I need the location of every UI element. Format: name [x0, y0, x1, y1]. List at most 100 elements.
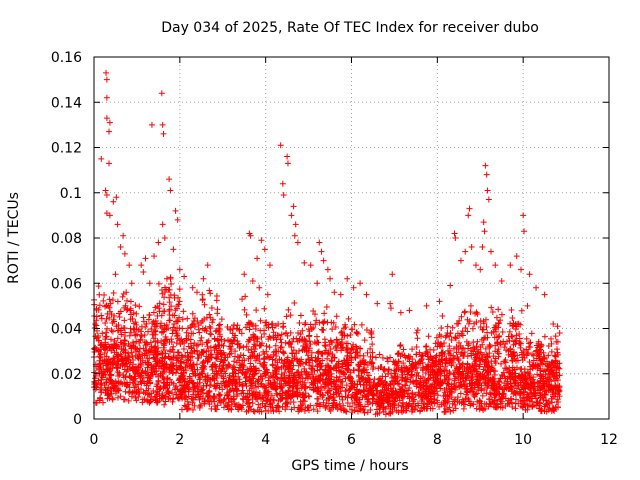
data-point [280, 360, 287, 367]
data-point [166, 317, 173, 324]
data-point [256, 284, 263, 291]
data-point [226, 343, 233, 350]
data-point [109, 396, 116, 403]
data-point [338, 368, 345, 375]
data-point [377, 375, 384, 382]
data-point [491, 371, 498, 378]
data-point [169, 389, 176, 396]
data-point [268, 321, 275, 328]
data-point [423, 385, 430, 392]
data-point [472, 262, 479, 269]
data-point [274, 402, 281, 409]
data-point [221, 337, 228, 344]
data-point [359, 375, 366, 382]
data-point [181, 369, 188, 376]
data-point [109, 365, 116, 372]
data-point [554, 346, 561, 353]
data-point [258, 237, 265, 244]
data-point [272, 322, 279, 329]
data-point [302, 385, 309, 392]
data-point [316, 239, 323, 246]
data-point [199, 370, 206, 377]
data-point [477, 266, 484, 273]
data-point [520, 351, 527, 358]
data-point [478, 400, 485, 407]
data-point [439, 359, 446, 366]
data-point [253, 307, 260, 314]
data-point [128, 329, 135, 336]
data-point [460, 345, 467, 352]
data-point [483, 324, 490, 331]
data-point [448, 362, 455, 369]
data-point [117, 393, 124, 400]
data-point [375, 401, 382, 408]
data-point [518, 307, 525, 314]
data-point [189, 406, 196, 413]
data-point [292, 372, 299, 379]
data-point [458, 313, 465, 320]
data-point [495, 403, 502, 410]
data-point [150, 309, 157, 316]
x-tick-label: 10 [514, 432, 532, 448]
data-point [509, 333, 516, 340]
data-point [341, 371, 348, 378]
data-point [98, 312, 105, 319]
data-point [554, 364, 561, 371]
data-point [110, 379, 117, 386]
data-point [103, 315, 110, 322]
data-point [537, 394, 544, 401]
data-point [530, 385, 537, 392]
data-point [224, 324, 231, 331]
data-point [121, 396, 128, 403]
data-point [471, 320, 478, 327]
data-point [237, 403, 244, 410]
data-point [234, 322, 241, 329]
data-point [530, 357, 537, 364]
data-point [431, 362, 438, 369]
data-point [254, 255, 261, 262]
data-point [532, 390, 539, 397]
data-point [330, 391, 337, 398]
data-point [189, 399, 196, 406]
data-point [137, 328, 144, 335]
data-point [451, 355, 458, 362]
data-point [151, 253, 158, 260]
data-point [457, 363, 464, 370]
data-point [413, 344, 420, 351]
data-point [507, 346, 514, 353]
data-point [185, 379, 192, 386]
data-point [135, 393, 142, 400]
data-point [338, 393, 345, 400]
data-point [297, 331, 304, 338]
data-point [203, 314, 210, 321]
data-point [391, 398, 398, 405]
data-point [523, 346, 530, 353]
data-point [455, 320, 462, 327]
data-point [174, 325, 181, 332]
data-point [215, 342, 222, 349]
data-point [114, 394, 121, 401]
data-point [110, 355, 117, 362]
data-point [291, 299, 298, 306]
data-point [429, 366, 436, 373]
data-point [361, 337, 368, 344]
data-point [486, 341, 493, 348]
data-point [138, 379, 145, 386]
data-point [296, 336, 303, 343]
data-point [488, 391, 495, 398]
data-point [169, 359, 176, 366]
data-point [203, 328, 210, 335]
data-point [501, 358, 508, 365]
data-point [474, 384, 481, 391]
data-point [103, 333, 110, 340]
data-point [458, 383, 465, 390]
data-point [499, 404, 506, 411]
data-point [315, 395, 322, 402]
data-point [251, 366, 258, 373]
data-point [335, 390, 342, 397]
data-point [309, 363, 316, 370]
data-point [480, 337, 487, 344]
data-point [368, 360, 375, 367]
data-point [353, 329, 360, 336]
data-point [251, 341, 258, 348]
